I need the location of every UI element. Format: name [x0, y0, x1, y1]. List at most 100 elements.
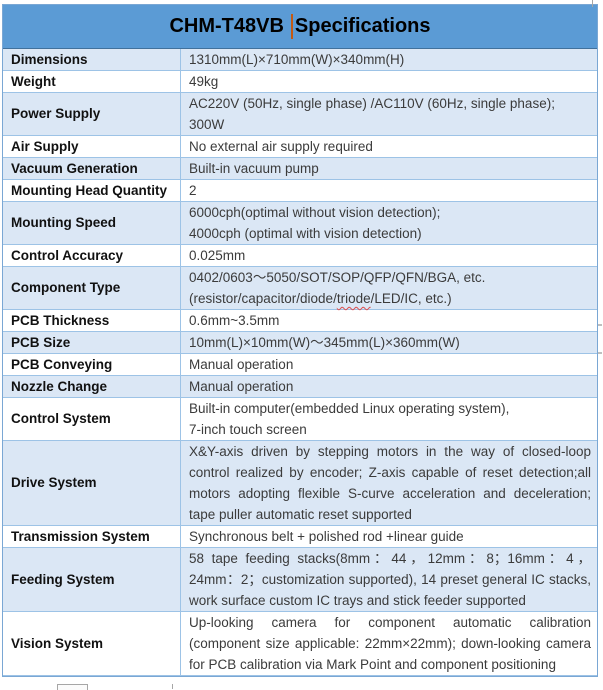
spec-label-cell[interactable]: Component Type [3, 267, 181, 309]
spec-value-line: 58 tape feeding stacks(8mm：44，12mm：8；16m… [189, 551, 591, 608]
spec-value-line: Synchronous belt + polished rod +linear … [189, 529, 464, 544]
spec-label-cell[interactable]: Mounting Head Quantity [3, 180, 181, 201]
spec-label-cell[interactable]: Nozzle Change [3, 376, 181, 397]
spec-label: Feeding System [11, 571, 115, 587]
spec-label-cell[interactable]: Control Accuracy [3, 245, 181, 266]
spec-value-line: Manual operation [189, 379, 294, 394]
spec-label-cell[interactable]: Weight [3, 71, 181, 92]
spec-value-cell[interactable]: Manual operation [181, 354, 597, 375]
spec-label-cell[interactable]: Mounting Speed [3, 202, 181, 244]
spec-value-cell[interactable]: No external air supply required [181, 136, 597, 157]
spec-value-line: 0.6mm~3.5mm [189, 313, 280, 328]
spec-value-line: 0.025mm [189, 248, 246, 263]
table-header-cell[interactable]: CHM-T48VB Specifications [3, 5, 597, 49]
spec-value-cell[interactable]: 2 [181, 180, 597, 201]
spec-label-cell[interactable]: PCB Size [3, 332, 181, 353]
spec-label: PCB Conveying [11, 356, 113, 372]
spec-label: Control System [11, 411, 111, 426]
spec-value-cell[interactable]: 10mm(L)×10mm(W)～345mm(L)×360mm(W) [181, 332, 597, 353]
spec-label-cell[interactable]: Vacuum Generation [3, 158, 181, 179]
spec-label-cell[interactable]: Feeding System [3, 548, 181, 611]
spec-row: Mounting Speed 6000cph(optimal without vi… [3, 202, 597, 245]
spec-value-cell[interactable]: 0402/0603～5050/SOT/SOP/QFP/QFN/BGA, etc.… [181, 267, 597, 309]
spec-label: Component Type [11, 280, 121, 295]
spec-value-line: 2 [189, 183, 197, 198]
spec-label: Mounting Speed [11, 215, 116, 230]
spec-value-cell[interactable]: X&Y-axis driven by stepping motors in th… [181, 441, 597, 525]
spec-value-cell[interactable]: 58 tape feeding stacks(8mm：44，12mm：8；16m… [181, 548, 597, 611]
text-cursor [290, 14, 293, 39]
spec-value-cell[interactable]: Up-looking camera for component automati… [181, 612, 597, 675]
spec-value-line: (resistor/capacitor/diode/triode/LED/IC,… [189, 291, 452, 306]
spec-value-line: 49kg [189, 74, 219, 89]
spec-row: Component Type 0402/0603～5050/SOT/SOP/QFP… [3, 267, 597, 310]
specs-table: CHM-T48VB Specifications Dimensions 1310m… [2, 4, 598, 677]
spec-row: Feeding System 58 tape feeding stacks(8mm… [3, 548, 597, 612]
spec-label-cell[interactable]: Transmission System [3, 526, 181, 547]
spec-row: Transmission System Synchronous belt + po… [3, 526, 597, 548]
page-title-part1: CHM-T48VB [169, 15, 284, 37]
spec-value-cell[interactable]: Built-in vacuum pump [181, 158, 597, 179]
spec-row: Weight 49kg [3, 71, 597, 93]
page-title-part2: Specifications [294, 15, 431, 37]
spec-value-cell[interactable]: AC220V (50Hz, single phase) /AC110V (60H… [181, 93, 597, 135]
spec-label: Vision System [11, 635, 104, 651]
spec-value-cell[interactable]: 1310mm(L)×710mm(W)×340mm(H) [181, 49, 597, 70]
spec-row: Mounting Head Quantity 2 [3, 180, 597, 202]
spec-label: Power Supply [11, 106, 101, 121]
spec-label-cell[interactable]: Dimensions [3, 49, 181, 70]
spec-row: PCB Thickness 0.6mm~3.5mm [3, 310, 597, 332]
spec-row: Nozzle Change Manual operation [3, 376, 597, 398]
spec-row: Air Supply No external air supply require… [3, 136, 597, 158]
spec-label: Mounting Head Quantity [11, 182, 167, 198]
spec-label: Transmission System [11, 528, 150, 544]
spec-value-cell[interactable]: Built-in computer(embedded Linux operati… [181, 398, 597, 440]
spec-row: Power Supply AC220V (50Hz, single phase) … [3, 93, 597, 136]
spec-row: Vacuum Generation Built-in vacuum pump [3, 158, 597, 180]
spec-row: Vision System Up-looking camera for compo… [3, 612, 597, 676]
next-table-partial-border [172, 684, 173, 689]
spec-label: Weight [11, 73, 56, 89]
spec-value-line: Up-looking camera for component automati… [189, 615, 591, 672]
spec-label-cell[interactable]: PCB Thickness [3, 310, 181, 331]
spec-label: Vacuum Generation [11, 160, 138, 176]
spec-row: Control System Built-in computer(embedded… [3, 398, 597, 441]
spec-label: Air Supply [11, 138, 79, 154]
spec-label: Dimensions [11, 51, 88, 67]
spec-label-cell[interactable]: Vision System [3, 612, 181, 675]
spec-value-cell[interactable]: 49kg [181, 71, 597, 92]
spec-value-line: 4000cph (optimal with vision detection) [189, 226, 422, 241]
table-handle-dash [598, 352, 602, 354]
spec-value-cell[interactable]: 6000cph(optimal without vision detection… [181, 202, 597, 244]
spec-row: Drive System X&Y-axis driven by stepping … [3, 441, 597, 526]
spec-label: PCB Size [11, 334, 71, 350]
spec-value-cell[interactable]: 0.6mm~3.5mm [181, 310, 597, 331]
spec-value-line: Built-in vacuum pump [189, 161, 319, 176]
spec-label-cell[interactable]: Air Supply [3, 136, 181, 157]
spec-value-line: 0402/0603～5050/SOT/SOP/QFP/QFN/BGA, etc. [189, 270, 486, 285]
spec-value-cell[interactable]: Synchronous belt + polished rod +linear … [181, 526, 597, 547]
spec-value-line: Manual operation [189, 357, 294, 372]
spec-value-cell[interactable]: 0.025mm [181, 245, 597, 266]
spec-value-line: 1310mm(L)×710mm(W)×340mm(H) [189, 52, 405, 67]
spec-label-cell[interactable]: Power Supply [3, 93, 181, 135]
spec-label-cell[interactable]: Drive System [3, 441, 181, 525]
spec-row: PCB Size 10mm(L)×10mm(W)～345mm(L)×360mm(W… [3, 332, 597, 354]
spec-value-cell[interactable]: Manual operation [181, 376, 597, 397]
spec-label-cell[interactable]: Control System [3, 398, 181, 440]
next-table-partial-cell [57, 684, 88, 690]
spec-label: PCB Thickness [11, 312, 110, 328]
spec-row: PCB Conveying Manual operation [3, 354, 597, 376]
spec-label: Nozzle Change [11, 378, 108, 394]
spec-row: Control Accuracy 0.025mm [3, 245, 597, 267]
spec-value-line: 10mm(L)×10mm(W)～345mm(L)×360mm(W) [189, 335, 460, 350]
table-handle-dash [598, 324, 602, 326]
spec-label-cell[interactable]: PCB Conveying [3, 354, 181, 375]
misspelled-word: triode [336, 291, 371, 306]
spec-value-line: 300W [189, 117, 225, 132]
spec-value-line: AC220V (50Hz, single phase) /AC110V (60H… [189, 96, 555, 111]
spec-label: Drive System [11, 475, 97, 490]
ruler-tick [592, 0, 593, 7]
spec-value-line: No external air supply required [189, 139, 373, 154]
table-body: Dimensions 1310mm(L)×710mm(W)×340mm(H) Wei… [3, 49, 597, 676]
